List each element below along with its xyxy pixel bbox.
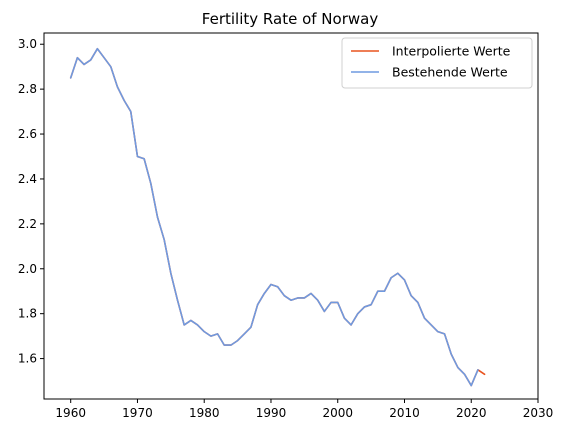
series-line-existing [69,47,479,387]
x-tick-label: 1970 [122,406,153,420]
x-tick-label: 2030 [523,406,554,420]
y-tick-label: 2.4 [18,172,37,186]
legend: Interpolierte Werte Bestehende Werte [341,37,533,89]
x-tick-label: 2010 [389,406,420,420]
x-tick-label: 2020 [456,406,487,420]
chart-title: Fertility Rate of Norway [202,10,379,28]
y-tick-label: 2.2 [18,217,37,231]
legend-label: Interpolierte Werte [392,44,511,59]
x-axis: 1960 1970 1980 1990 2000 2010 2020 2030 [55,399,553,420]
x-tick-label: 2000 [322,406,353,420]
y-tick-label: 2.8 [18,82,37,96]
y-tick-label: 2.0 [18,262,37,276]
y-tick-label: 1.8 [18,307,37,321]
y-tick-label: 1.6 [18,352,37,366]
y-tick-label: 3.0 [18,37,37,51]
legend-label: Bestehende Werte [392,65,508,80]
y-tick-label: 2.6 [18,127,37,141]
series-layer [69,47,486,387]
x-tick-label: 1990 [256,406,287,420]
y-axis: 1.6 1.8 2.0 2.2 2.4 2.6 2.8 3.0 [18,37,44,366]
legend-box [341,37,533,89]
x-tick-label: 1960 [55,406,86,420]
x-tick-label: 1980 [189,406,220,420]
plot-frame [43,32,539,400]
